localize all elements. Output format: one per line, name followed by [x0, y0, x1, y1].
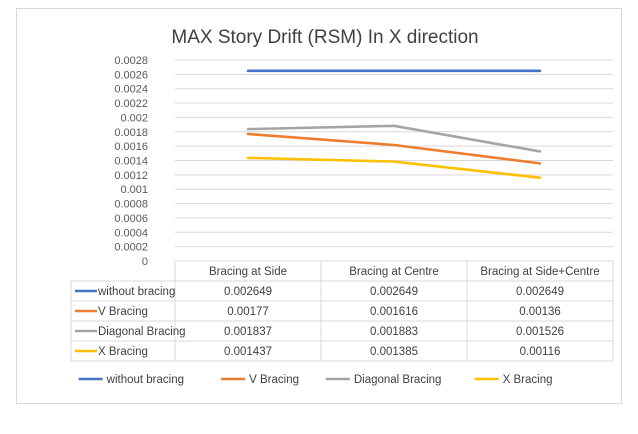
line-chart: MAX Story Drift (RSM) In X direction 0.0… — [70, 27, 614, 386]
data-label: 0.001883 — [370, 326, 418, 338]
legend-label: X Bracing — [503, 374, 553, 386]
y-tick-label: 0.0028 — [114, 55, 148, 67]
y-tick-label: 0.0024 — [114, 84, 148, 96]
chart-title: MAX Story Drift (RSM) In X direction — [171, 27, 478, 48]
series-lines — [246, 69, 542, 180]
gridlines — [175, 59, 613, 262]
series-name: X Bracing — [98, 346, 148, 358]
y-tick-label: 0.0018 — [114, 127, 148, 139]
y-tick-label: 0.0016 — [114, 141, 148, 153]
data-label: 0.00116 — [520, 346, 561, 358]
y-tick-label: 0.0004 — [114, 227, 148, 239]
data-label: 0.00136 — [519, 306, 561, 318]
data-label: 0.001385 — [370, 346, 418, 358]
category-label: Bracing at Side — [209, 266, 287, 278]
data-label: 0.001526 — [516, 326, 564, 338]
y-axis-ticks: 0.0028 0.0026 0.0024 0.0022 0.002 0.0018 0.001… — [114, 55, 148, 268]
series-line — [246, 124, 542, 153]
series-name: V Bracing — [98, 306, 148, 318]
data-label: 0.001437 — [224, 346, 272, 358]
y-tick-label: 0.0012 — [114, 170, 148, 182]
legend-label: V Bracing — [249, 374, 299, 386]
data-label: 0.002649 — [224, 286, 272, 298]
y-tick-label: 0 — [142, 256, 148, 268]
y-tick-label: 0.0006 — [114, 213, 148, 225]
legend-label: Diagonal Bracing — [354, 374, 442, 386]
series-line — [246, 156, 542, 180]
data-label: 0.00177 — [227, 306, 269, 318]
y-tick-label: 0.0008 — [114, 199, 148, 211]
y-tick-label: 0.001 — [120, 184, 148, 196]
data-label: 0.002649 — [516, 286, 564, 298]
series-line — [246, 132, 542, 165]
y-tick-label: 0.0022 — [114, 98, 148, 110]
y-tick-label: 0.0014 — [114, 156, 148, 168]
legend: without bracing V Bracing Diagonal Bracing… — [78, 374, 553, 386]
series-name: Diagonal Bracing — [98, 326, 186, 338]
data-label: 0.002649 — [370, 286, 418, 298]
chart-frame: MAX Story Drift (RSM) In X direction 0.0… — [16, 8, 622, 404]
data-label: 0.001837 — [224, 326, 272, 338]
category-label: Bracing at Side+Centre — [480, 266, 599, 278]
legend-label: without bracing — [106, 374, 184, 386]
y-tick-label: 0.0026 — [114, 69, 148, 81]
y-tick-label: 0.002 — [120, 112, 148, 124]
category-label: Bracing at Centre — [349, 266, 439, 278]
data-table: Bracing at Side Bracing at Centre Bracing … — [70, 260, 614, 362]
data-label: 0.001616 — [370, 306, 418, 318]
y-tick-label: 0.0002 — [114, 242, 148, 254]
series-name: without bracing — [97, 286, 175, 298]
